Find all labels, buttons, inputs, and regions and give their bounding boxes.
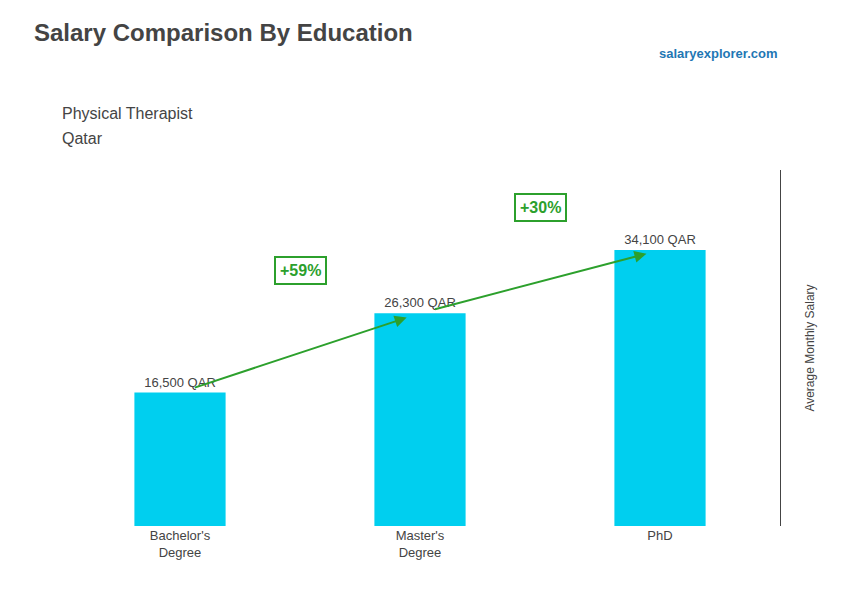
svg-text:26,300 QAR: 26,300 QAR [384,295,456,310]
svg-text:Salary Comparison By Education: Salary Comparison By Education [34,19,413,46]
svg-text:Average Monthly Salary: Average Monthly Salary [803,284,817,411]
svg-text:+59%: +59% [280,262,321,279]
svg-text:16,500 QAR: 16,500 QAR [144,375,216,390]
svg-text:34,100 QAR: 34,100 QAR [624,232,696,247]
svg-text:Bachelor'sDegree: Bachelor'sDegree [150,528,211,560]
svg-text:Qatar: Qatar [62,130,103,147]
svg-text:Physical Therapist: Physical Therapist [62,105,193,122]
svg-text:PhD: PhD [647,528,672,543]
svg-text:Master'sDegree: Master'sDegree [396,528,445,560]
svg-text:+30%: +30% [520,199,561,216]
svg-text:salaryexplorer.com: salaryexplorer.com [659,46,778,61]
